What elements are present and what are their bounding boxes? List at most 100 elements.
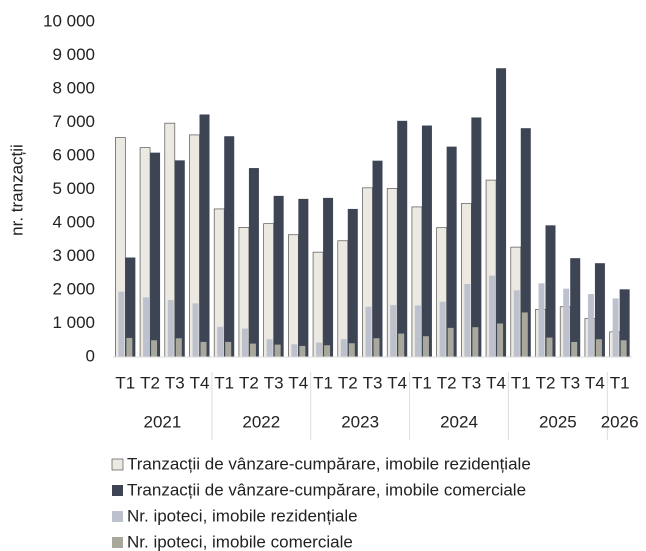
bar [563,288,570,357]
bar [324,345,331,357]
bar [174,160,185,357]
y-tick-label: 6 000 [52,145,95,164]
x-tick-label: T1 [313,373,333,392]
group-label: 2026 [601,412,639,431]
bar [175,338,182,357]
x-tick-label: T4 [190,373,210,392]
bar [143,297,150,357]
bar [291,344,298,357]
y-tick-label: 5 000 [52,179,95,198]
x-tick-label: T2 [437,373,457,392]
bar [347,208,358,357]
bar [365,306,372,357]
bar [373,338,380,357]
bar [348,343,355,357]
legend-label: Tranzacții de vânzare-cumpărare, imobile… [127,480,526,499]
bar [390,305,397,357]
y-axis-label: nr. tranzacții [7,144,26,236]
y-tick-label: 10 000 [43,11,95,30]
bar [274,344,281,357]
bar [489,275,496,357]
y-tick-label: 4 000 [52,212,95,231]
bar [298,198,309,357]
x-tick-label: T3 [461,373,481,392]
x-tick-label: T4 [387,373,407,392]
group-label: 2024 [440,412,478,431]
legend-marker [112,511,123,522]
legend-marker [112,485,123,496]
bar [273,195,284,357]
bar [414,305,421,357]
bar [497,323,504,357]
x-tick-label: T1 [214,373,234,392]
bar [224,136,235,357]
bar [248,168,259,357]
y-tick-label: 1 000 [52,313,95,332]
bar [372,160,383,357]
bar [439,301,446,357]
bar [538,283,545,357]
bar [545,225,556,357]
bar [594,263,605,357]
legend-label: Nr. ipoteci, imobile comerciale [127,532,353,551]
y-tick-label: 9 000 [52,45,95,64]
group-label: 2021 [144,412,182,431]
bar [513,290,520,357]
bar [570,258,581,357]
bar [225,341,232,357]
bar [340,339,347,357]
bar [546,337,553,357]
x-tick-label: T4 [486,373,506,392]
x-tick-label: T1 [511,373,531,392]
y-tick-label: 2 000 [52,279,95,298]
bar [118,291,125,357]
bar [150,152,161,357]
legend-label: Tranzacții de vânzare-cumpărare, imobile… [127,454,531,473]
x-tick-label: T2 [536,373,556,392]
bar [397,120,408,357]
bar [312,251,324,358]
bar [447,327,454,357]
group-label: 2022 [242,412,280,431]
bar [496,68,507,357]
legend-marker [111,458,124,471]
y-tick-label: 0 [86,346,95,365]
group-label: 2025 [539,412,577,431]
bar [472,327,479,357]
x-tick-label: T4 [288,373,308,392]
bar [521,312,528,357]
x-tick-label: T1 [610,373,630,392]
x-tick-label: T3 [264,373,284,392]
bar [571,341,578,357]
bar [464,283,471,357]
bar [299,345,306,357]
bar [612,298,619,357]
bar [619,289,630,357]
legend-marker [112,537,123,548]
bar [422,336,429,357]
bar [217,326,224,357]
x-tick-label: T2 [140,373,160,392]
bar [587,294,594,357]
x-tick-label: T4 [585,373,605,392]
bar [151,340,158,357]
bar [398,333,405,357]
y-tick-label: 3 000 [52,246,95,265]
bar [595,339,602,357]
y-tick-label: 7 000 [52,112,95,131]
bar [446,146,457,357]
bar [421,125,432,357]
bar [199,114,210,358]
y-tick-label: 8 000 [52,78,95,97]
x-tick-label: T3 [165,373,185,392]
x-tick-label: T2 [338,373,358,392]
bar [471,117,482,357]
bar [126,337,133,357]
bar [200,341,207,357]
bar [520,128,531,357]
x-tick-label: T1 [115,373,135,392]
bar [167,300,174,357]
bar [323,197,334,357]
bar [316,342,323,357]
